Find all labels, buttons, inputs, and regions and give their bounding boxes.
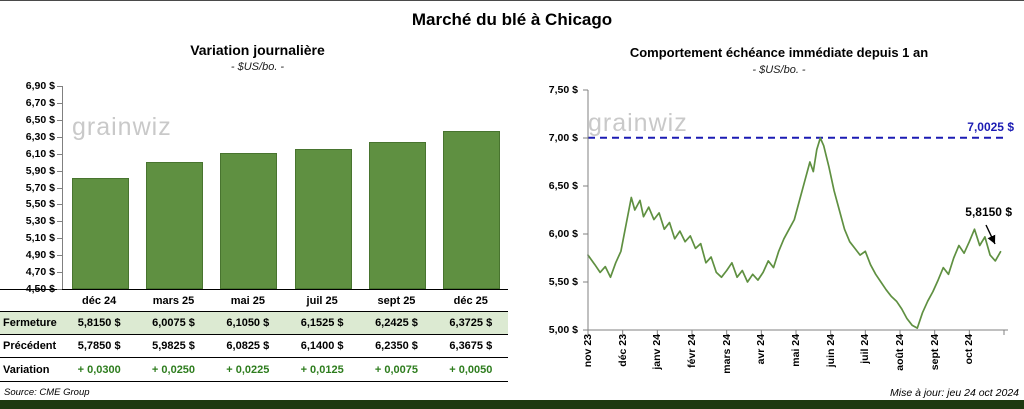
bar-sept 25 [369,141,426,289]
footer-bar [0,400,1024,409]
price-table: déc 24 mars 25 mai 25 juil 25 sept 25 déc 25 F… [0,289,508,382]
bar-y-axis-tick-label: 6,50 $ [25,113,55,126]
line-x-axis-tick-label: nov 23 [582,334,594,368]
table-cell: 6,3725 $ [449,317,493,329]
table-cell: 6,3675 $ [449,340,493,352]
table-cell: 6,2425 $ [375,317,418,329]
bar-chart-subtitle: - $US/bo. - [230,61,285,73]
bar-y-axis-tick-label: 4,70 $ [25,266,55,279]
table-cell: 5,9825 $ [152,340,195,352]
line-y-axis-tick-label: 7,00 $ [548,132,578,144]
table-cell: + 0,0125 [300,363,344,376]
row-label-closing: Fermeture [3,317,57,329]
bar-y-axis-tick [57,238,62,240]
bar-y-axis-tick-label: 5,90 $ [25,164,55,177]
line-x-axis-tick-label: déc 23 [616,334,629,367]
line-x-axis-tick-label: oct 24 [963,334,976,365]
table-cell: 6,0075 $ [152,317,195,329]
line-y-axis-tick-label: 6,00 $ [548,228,578,240]
reference-price-label: 7,0025 $ [967,120,1014,134]
column-header: déc 25 [453,294,488,307]
bar-mars 25 [146,161,203,289]
price-series-line [587,137,1002,329]
bar-déc 24 [71,177,129,289]
bar-y-axis-tick-label: 5,30 $ [25,215,55,228]
table-cell: 5,8150 $ [77,317,121,329]
line-x-axis-tick-label: juil 24 [859,334,872,364]
bar-y-axis-tick [57,102,62,104]
column-header: mai 25 [230,294,265,307]
column-header: mars 25 [152,294,195,307]
watermark-logo: grainwiz [588,109,688,137]
row-label-variation: Variation [3,363,50,376]
line-x-axis-tick-label: mars 24 [720,334,733,374]
bar-y-axis-tick [57,153,62,155]
table-cell: + 0,0250 [151,363,196,376]
bar-y-axis-tick [57,204,62,206]
last-price-label: 5,8150 $ [965,205,1012,219]
page-title: Marché du blé à Chicago [411,10,613,29]
bar-y-axis-tick [57,86,62,87]
table-cell: 6,1050 $ [226,317,270,329]
line-chart-subtitle: - $US/bo. - [752,64,806,76]
source-note: Source: CME Group [4,387,90,398]
bar-y-axis-tick [57,136,62,138]
table-header-row: déc 24 mars 25 mai 25 juil 25 sept 25 déc 25 [0,289,508,312]
bar-y-axis-tick-label: 4,90 $ [25,249,55,262]
line-chart-plot [583,89,1008,335]
last-price-arrow [985,224,996,245]
line-y-axis-tick-label: 5,00 $ [548,324,578,336]
bar-y-axis-tick [57,119,62,121]
bar-y-axis-tick [57,187,62,189]
line-x-axis-tick-label: août 24 [894,334,906,371]
bar-y-axis-tick [57,272,62,274]
table-cell: 6,1525 $ [300,317,344,329]
row-label-previous: Précédent [3,340,57,352]
bar-y-axis-tick [57,170,62,172]
bar-chart-plot [62,86,509,289]
update-note: Mise à jour: jeu 24 oct 2024 [890,387,1019,399]
bar-y-axis-tick-label: 6,10 $ [25,147,55,160]
line-y-axis-tick-label: 6,50 $ [548,180,578,192]
watermark-logo: grainwiz [72,113,172,141]
table-row-previous: Précédent 5,7850 $ 5,9825 $ 6,0825 $ 6,1400 … [0,335,508,358]
bar-y-axis-tick [57,289,62,290]
bar-y-axis-tick-label: 5,10 $ [25,232,55,245]
bar-y-axis-tick [57,255,62,257]
bar-y-axis-tick-label: 5,50 $ [25,198,55,211]
line-x-axis-tick-label: sept 24 [928,334,941,371]
table-cell: + 0,0225 [226,363,270,376]
line-x-axis-tick-label: févr 24 [686,334,698,368]
line-y-axis-tick-label: 5,50 $ [548,276,578,288]
line-x-axis-tick-label: avr 24 [755,334,768,365]
bar-y-axis-tick-label: 6,90 $ [25,80,55,92]
bar-y-axis-tick [57,221,62,223]
bar-y-axis-tick-label: 6,30 $ [25,130,55,143]
table-row-closing: Fermeture 5,8150 $ 6,0075 $ 6,1050 $ 6,1525 … [0,312,508,335]
line-x-axis-tick-label: mai 24 [790,334,802,367]
line-x-axis-tick-label: juin 24 [824,334,837,368]
bar-chart-title: Variation journalière [190,42,325,58]
table-cell: 6,2350 $ [375,340,418,352]
column-header: sept 25 [377,294,416,307]
table-cell: + 0,0050 [449,363,493,376]
line-y-axis-tick-label: 7,50 $ [548,84,578,96]
bar-y-axis-tick-label: 4,50 $ [25,283,55,295]
table-cell: + 0,0300 [77,363,121,376]
column-header: déc 24 [82,294,117,307]
bar-y-axis-tick-label: 5,70 $ [25,181,55,194]
column-header: juil 25 [306,294,338,307]
table-cell: 5,7850 $ [77,340,121,352]
bar-déc 25 [443,130,501,289]
bar-y-axis-tick-label: 6,70 $ [25,96,55,109]
table-cell: 6,0825 $ [226,340,270,352]
line-chart-title: Comportement échéance immédiate depuis 1… [629,45,929,60]
bar-juil 25 [294,149,352,289]
table-row-variation: Variation + 0,0300 + 0,0250 + 0,0225 + 0,012… [0,358,508,382]
table-cell: 6,1400 $ [300,340,344,352]
bar-mai 25 [220,153,278,289]
line-x-axis-tick-label: janv 24 [651,334,664,370]
table-cell: + 0,0075 [374,363,419,376]
